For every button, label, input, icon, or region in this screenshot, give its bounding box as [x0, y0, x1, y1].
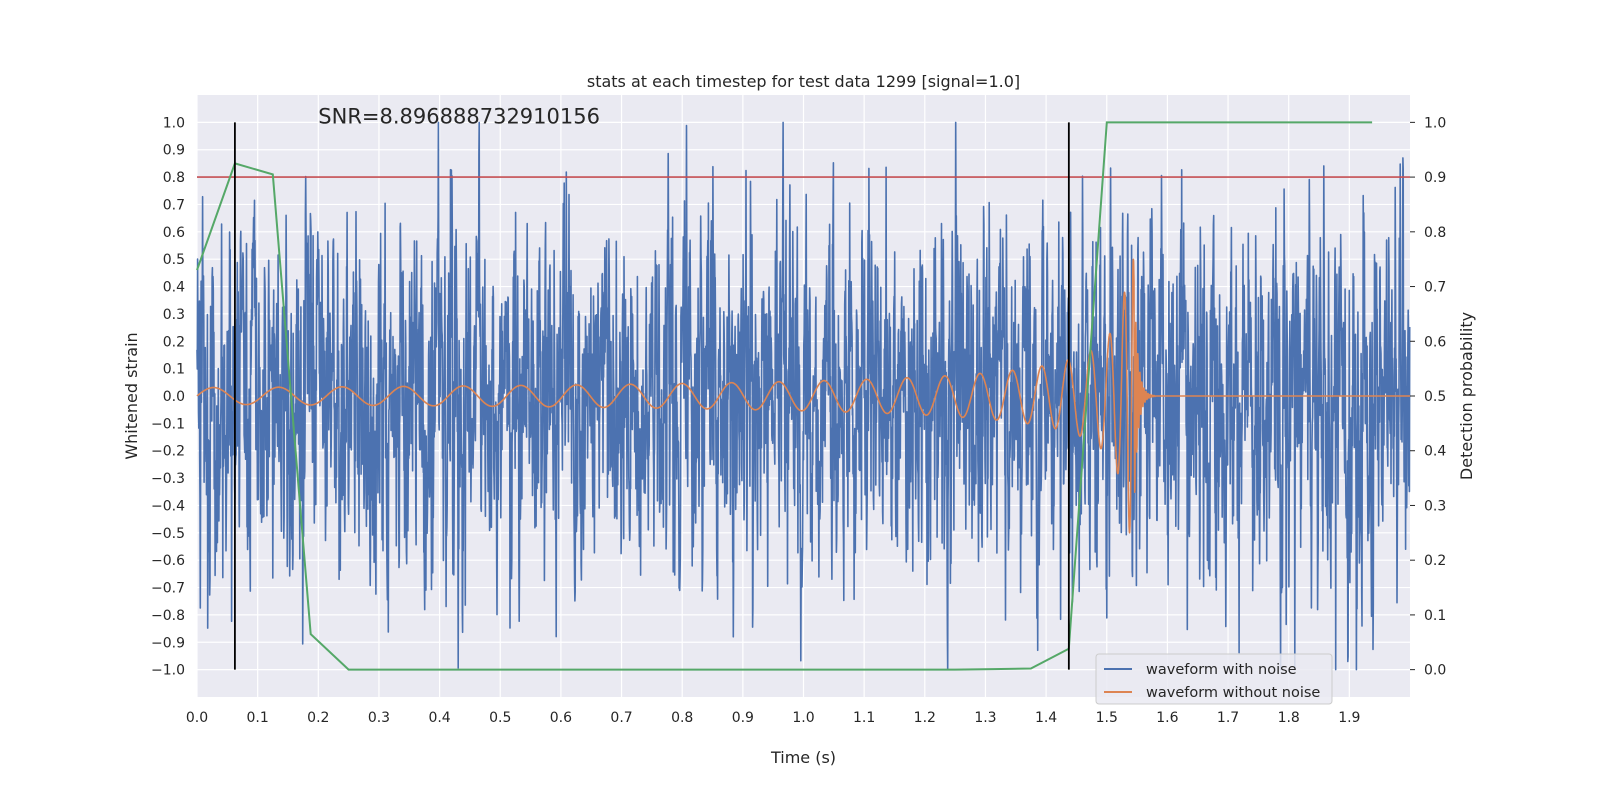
y-right-tick-label: 0.7	[1424, 280, 1446, 296]
x-tick-label: 0.5	[489, 710, 511, 726]
y-left-tick-label: 0.0	[163, 389, 185, 405]
y-left-tick-label: 1.0	[163, 115, 185, 131]
legend-label-clean: waveform without noise	[1146, 685, 1320, 701]
y-right-tick-label: 0.1	[1424, 608, 1446, 624]
y-right-tick-label: 0.4	[1424, 444, 1446, 460]
y-right-tick-label: 0.3	[1424, 498, 1446, 514]
tick-labels: 0.0 0.1 0.2 0.3 0.4 0.5 0.6 0.7 0.8 0.9 1.0 1.1 1.2 1…	[151, 115, 1446, 726]
y-left-tick-label: 0.8	[163, 170, 185, 186]
series-line-waveform-with-noise	[196, 121, 1411, 671]
x-tick-label: 1.1	[853, 710, 875, 726]
x-tick-label: 1.4	[1035, 710, 1057, 726]
y-left-tick-label: 0.7	[163, 197, 185, 213]
x-tick-label: 1.5	[1096, 710, 1118, 726]
y-left-tick-label: −0.7	[151, 581, 185, 597]
x-axis-label: Time (s)	[770, 748, 836, 767]
y-right-tick-label: 0.0	[1424, 663, 1446, 679]
y-left-tick-label: 0.3	[163, 307, 185, 323]
y-left-tick-label: −0.9	[151, 635, 185, 651]
series-layer	[196, 121, 1411, 671]
y-left-tick-label: −0.5	[151, 526, 185, 542]
y-left-tick-label: 0.5	[163, 252, 185, 268]
y-left-tick-label: −0.8	[151, 608, 185, 624]
x-tick-label: 0.4	[428, 710, 450, 726]
x-tick-label: 0.3	[368, 710, 390, 726]
x-tick-label: 1.9	[1338, 710, 1360, 726]
y-left-tick-label: 0.9	[163, 143, 185, 159]
x-tick-label: 0.7	[610, 710, 632, 726]
y-axis-label-right: Detection probability	[1457, 312, 1476, 480]
x-tick-label: 0.9	[732, 710, 754, 726]
y-right-tick-label: 1.0	[1424, 115, 1446, 131]
y-left-tick-label: 0.2	[163, 334, 185, 350]
series-line-detection-probability	[196, 121, 1373, 671]
x-tick-label: 0.1	[247, 710, 269, 726]
x-tick-label: 0.2	[307, 710, 329, 726]
x-tick-label: 1.3	[974, 710, 996, 726]
chart-title: stats at each timestep for test data 129…	[587, 72, 1020, 91]
x-tick-label: 1.2	[914, 710, 936, 726]
x-tick-label: 0.8	[671, 710, 693, 726]
y-left-tick-label: 0.6	[163, 225, 185, 241]
series-line-waveform-without-noise	[196, 258, 1411, 534]
x-tick-label: 1.7	[1217, 710, 1239, 726]
legend-box	[1095, 653, 1333, 705]
y-left-tick-label: −0.1	[151, 416, 185, 432]
y-right-tick-label: 0.2	[1424, 553, 1446, 569]
y-left-tick-label: 0.1	[163, 362, 185, 378]
snr-annotation: SNR=8.896888732910156	[318, 104, 600, 128]
legend: waveform with noise waveform without noi…	[1095, 653, 1333, 705]
y-left-tick-label: −0.2	[151, 444, 185, 460]
x-tick-label: 0.0	[186, 710, 208, 726]
legend-label-noisy: waveform with noise	[1146, 662, 1297, 678]
y-left-tick-label: −0.4	[151, 498, 185, 514]
x-tick-label: 0.6	[550, 710, 572, 726]
x-tick-label: 1.6	[1156, 710, 1178, 726]
y-right-tick-label: 0.6	[1424, 334, 1446, 350]
y-left-tick-label: −1.0	[151, 663, 185, 679]
y-right-tick-label: 0.5	[1424, 389, 1446, 405]
y-axis-label-left: Whitened strain	[122, 332, 141, 459]
x-tick-label: 1.8	[1278, 710, 1300, 726]
y-left-tick-label: −0.6	[151, 553, 185, 569]
x-tick-label: 1.0	[792, 710, 814, 726]
y-right-tick-label: 0.8	[1424, 225, 1446, 241]
y-left-tick-label: −0.3	[151, 471, 185, 487]
y-left-tick-label: 0.4	[163, 280, 185, 296]
y-right-tick-label: 0.9	[1424, 170, 1446, 186]
